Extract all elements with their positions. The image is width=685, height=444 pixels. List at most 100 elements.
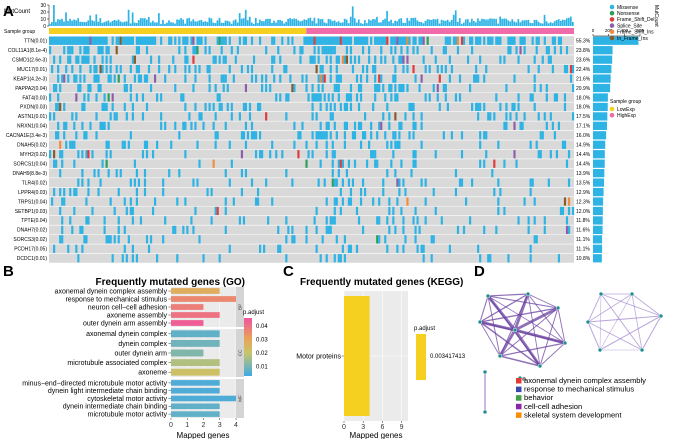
mutation-cell: [404, 36, 407, 45]
mutation-cell: [432, 187, 435, 197]
mutation-cell: [285, 64, 288, 74]
mutation-cell: [57, 131, 60, 140]
mutation-cell: [224, 121, 227, 130]
mutation-cell: [349, 46, 353, 55]
top-bar: [101, 22, 104, 26]
mutation-cell: [184, 197, 187, 206]
mutation-cell: [206, 64, 209, 74]
mutation-cell: [182, 93, 185, 102]
mutation-cell: [495, 225, 498, 235]
legend-label: LowExp: [617, 107, 635, 113]
mutation-cell: [503, 159, 506, 168]
mutation-cell: [523, 197, 526, 206]
top-bar: [454, 10, 457, 26]
network-node: [658, 313, 664, 319]
top-bar: [370, 20, 372, 26]
mutation-cell: [343, 131, 346, 140]
frequency-labels: 55.3%23.8%23.6%22.4%21.6%20.9%18.0%18.0%…: [576, 39, 591, 263]
mutation-cell: [101, 64, 104, 74]
mutation-cell: [240, 187, 243, 197]
mutation-cell: [105, 55, 108, 64]
network-edge: [498, 329, 517, 357]
mutation-cell: [315, 206, 318, 216]
mutation-cell: [333, 254, 336, 263]
mutation-cell: [127, 36, 130, 45]
top-tick-label: 10: [40, 17, 46, 23]
mutation-cell: [242, 131, 246, 140]
mutation-cell: [559, 36, 563, 45]
mutation-cell: [366, 74, 369, 83]
mutation-cell: [458, 178, 462, 187]
top-bar: [374, 19, 376, 26]
top-bar: [331, 21, 334, 26]
network-node: [537, 363, 543, 369]
top-bar: [252, 23, 255, 26]
mutation-cell: [454, 187, 458, 197]
mutation-cell: [63, 46, 66, 55]
go-bar: [171, 339, 220, 347]
top-bar: [109, 22, 112, 26]
mutation-cell: [329, 36, 332, 45]
mutation-cell: [515, 159, 518, 168]
mutation-cell: [275, 93, 278, 102]
mutation-cell: [333, 36, 336, 45]
mutation-cell: [335, 74, 338, 83]
mutation-cell: [83, 46, 86, 55]
mutation-cell: [59, 187, 62, 197]
mutation-cell: [129, 36, 132, 45]
top-bar: [99, 18, 102, 26]
right-count-bar: [593, 102, 608, 112]
mutation-cell: [339, 36, 342, 45]
mutation-cell: [497, 178, 500, 187]
network-edge: [487, 293, 529, 297]
mutation-cell: [149, 36, 153, 45]
kegg-legend-title: p.adjust: [414, 326, 435, 332]
mutation-cell: [327, 93, 330, 102]
mutation-cell: [357, 216, 361, 225]
mutation-cell: [186, 36, 189, 45]
mutation-cell: [87, 150, 90, 159]
go-bar: [171, 320, 204, 326]
top-bar: [537, 21, 540, 26]
mutation-cell: [571, 112, 575, 121]
mutation-cell: [374, 36, 377, 45]
mutation-cell: [49, 93, 52, 102]
kegg-category-label: Motor proteins: [296, 354, 341, 361]
mutation-cell: [305, 140, 308, 149]
mutation-cell: [563, 93, 567, 102]
mutation-cell: [273, 74, 276, 83]
mutation-cell: [343, 102, 346, 112]
mutation-cell: [487, 36, 490, 45]
mutation-cell: [325, 225, 328, 235]
mutation-cell: [339, 102, 342, 112]
network-legend-swatch: [516, 386, 522, 393]
top-bar: [378, 22, 380, 26]
top-bar: [269, 18, 271, 26]
mutation-cell: [345, 55, 348, 64]
top-bar: [539, 23, 542, 26]
top-bar: [51, 22, 53, 26]
mutation-cell: [91, 36, 94, 45]
mutation-cell: [366, 159, 369, 168]
right-count-bar: [593, 46, 613, 55]
frequency-label: 14.4%: [576, 152, 591, 158]
mutation-cell: [281, 36, 284, 45]
mutation-cell: [410, 102, 413, 112]
top-bar: [355, 22, 358, 26]
mutation-cell: [216, 206, 219, 216]
mutation-cell: [101, 55, 104, 64]
frequency-label: 23.6%: [576, 57, 591, 63]
mutation-cell: [331, 140, 334, 149]
mutation-cell: [228, 178, 231, 187]
mutation-cell: [218, 93, 221, 102]
top-bar: [168, 20, 170, 26]
mutation-cell: [368, 140, 371, 149]
mutation-cell: [109, 112, 112, 121]
mutation-cells: [49, 36, 575, 263]
mutation-cell: [364, 187, 367, 197]
mutation-cell: [301, 121, 304, 130]
mutation-cell: [317, 46, 320, 55]
mutation-cell: [559, 206, 563, 216]
mutation-cell: [271, 140, 274, 149]
mutation-cell: [174, 36, 177, 45]
